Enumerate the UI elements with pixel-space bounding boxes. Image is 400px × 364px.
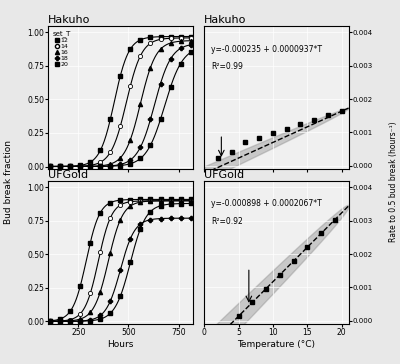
Text: Bud break fraction: Bud break fraction — [4, 140, 13, 224]
Text: y=-0.000235 + 0.0000937*T: y=-0.000235 + 0.0000937*T — [211, 45, 322, 54]
Text: Hakuho: Hakuho — [48, 15, 90, 25]
Text: UFGold: UFGold — [204, 170, 244, 180]
Text: UFGold: UFGold — [48, 170, 88, 180]
X-axis label: Hours: Hours — [107, 340, 134, 349]
Text: Hakuho: Hakuho — [204, 15, 246, 25]
Legend: 12, 14, 16, 18, 20: 12, 14, 16, 18, 20 — [51, 29, 72, 68]
X-axis label: Temperature (°C): Temperature (°C) — [237, 340, 315, 349]
Text: y=-0.000898 + 0.0002067*T: y=-0.000898 + 0.0002067*T — [211, 199, 322, 209]
Text: R²=0.99: R²=0.99 — [211, 62, 243, 71]
Text: Rate to 0.5 bud break (hours⁻¹): Rate to 0.5 bud break (hours⁻¹) — [389, 122, 398, 242]
Text: R²=0.92: R²=0.92 — [211, 217, 243, 226]
